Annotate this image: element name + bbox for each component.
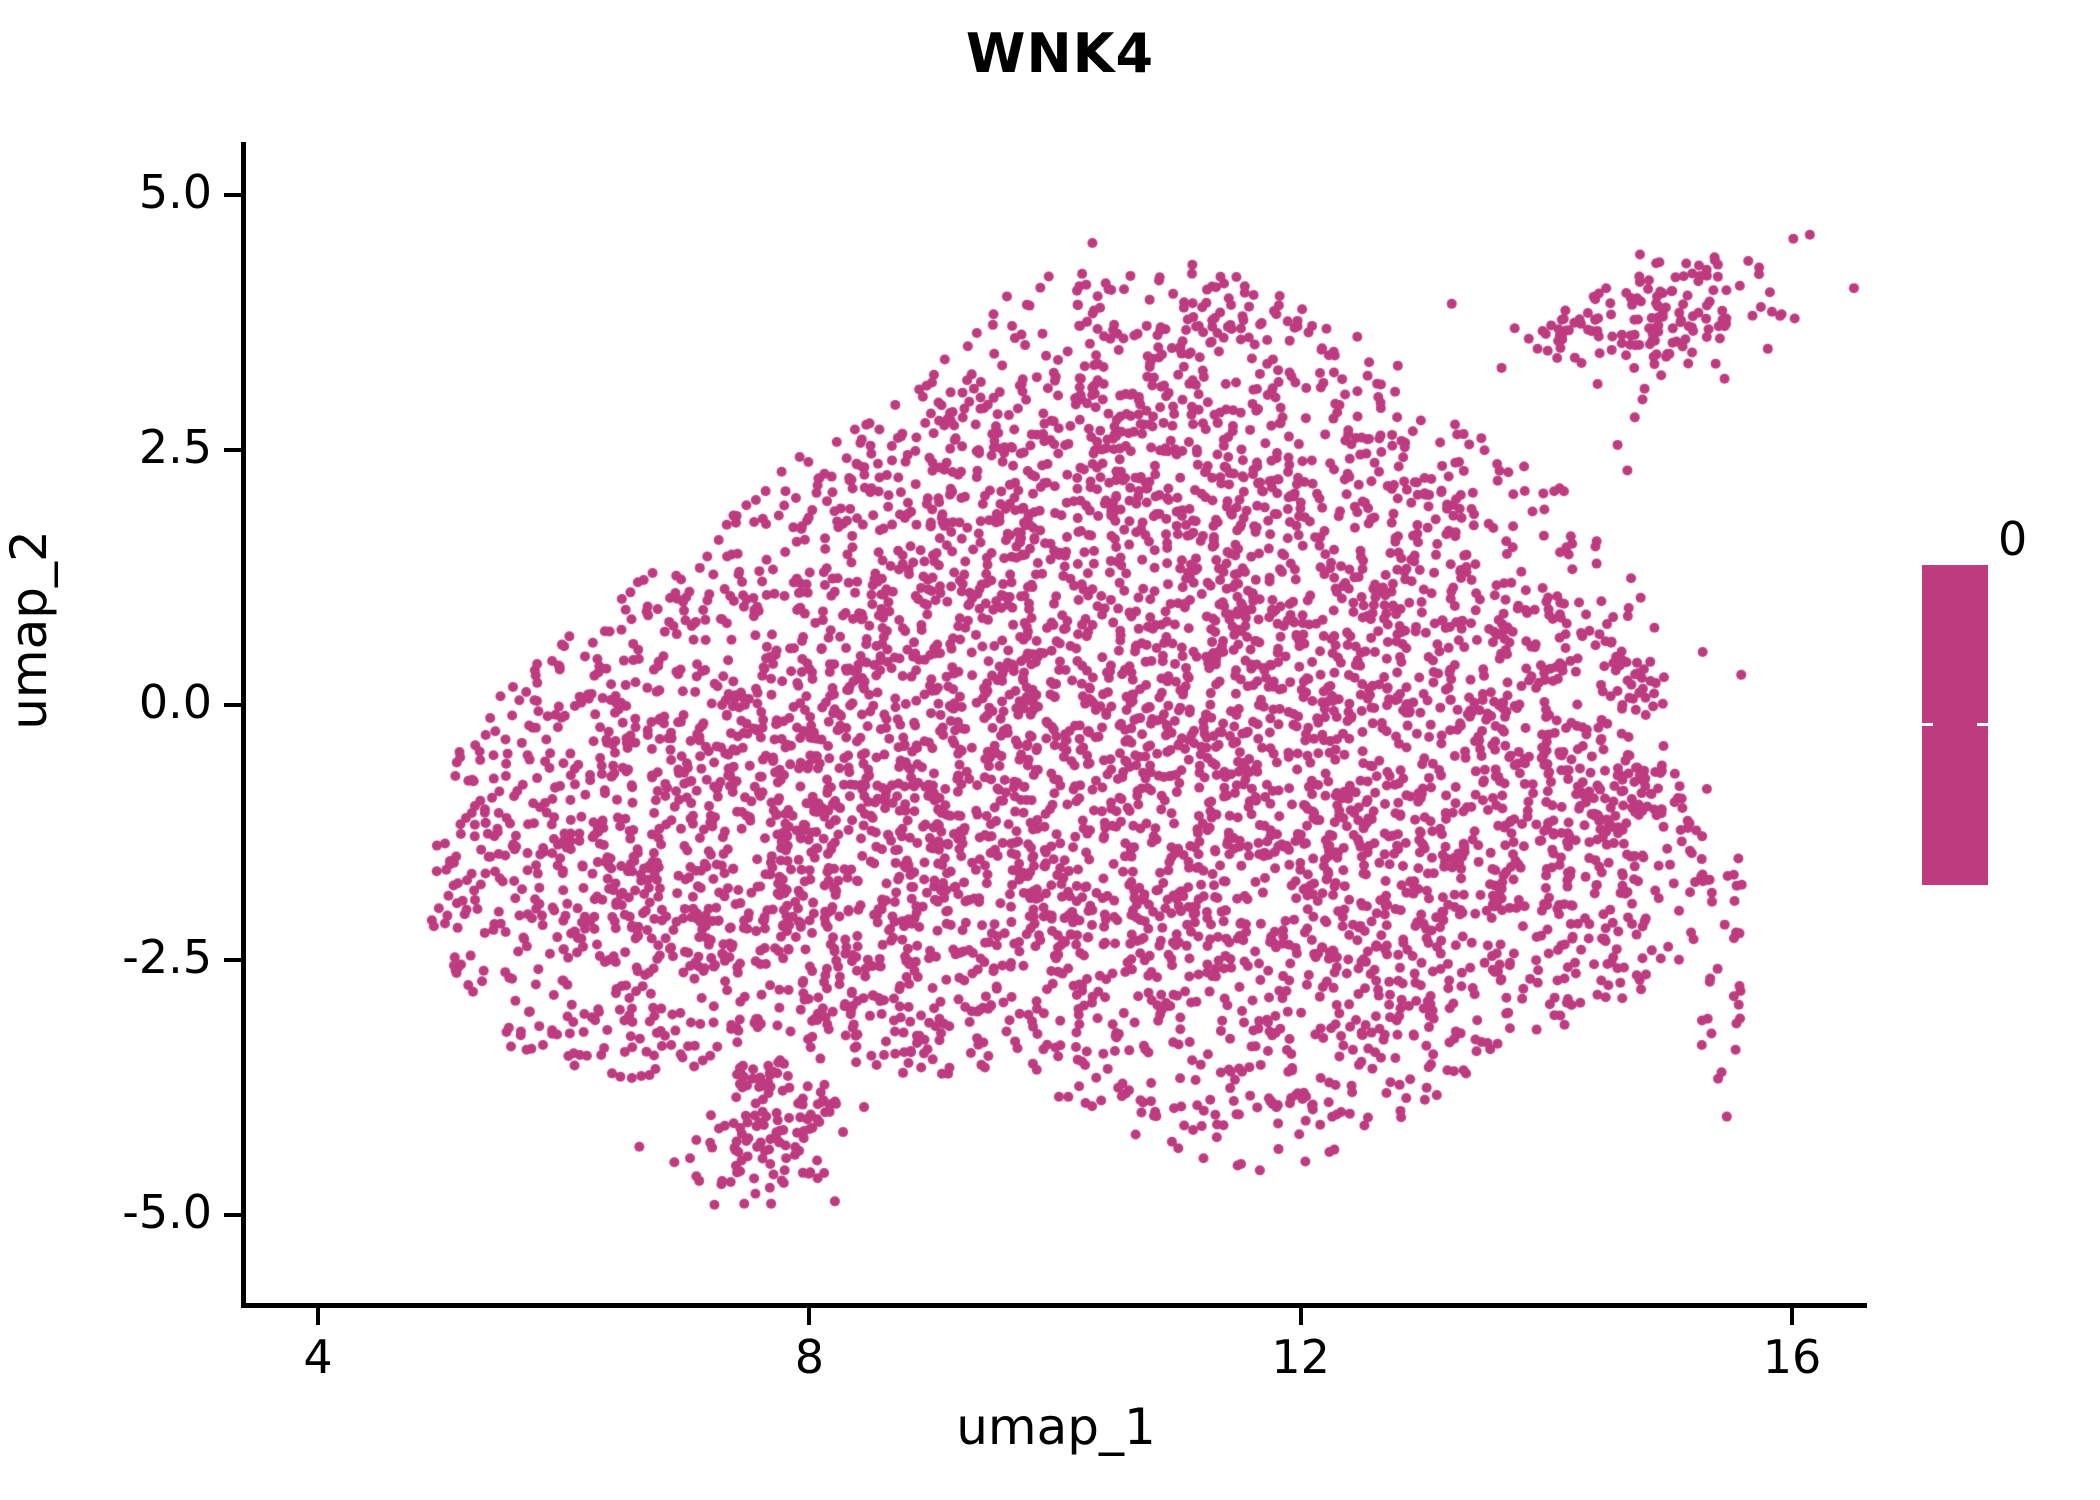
- x-tick-label: 16: [1762, 1330, 1822, 1384]
- y-tick-mark: [224, 193, 241, 197]
- x-tick-label: 8: [794, 1330, 824, 1384]
- y-tick-mark: [224, 958, 241, 962]
- y-tick-mark: [224, 1213, 241, 1217]
- y-axis-spine: [241, 142, 246, 1308]
- scatter-points-canvas: [245, 142, 1867, 1305]
- x-tick-mark: [316, 1308, 320, 1325]
- y-tick-label: 2.5: [138, 420, 212, 474]
- y-tick-label: -2.5: [122, 930, 212, 984]
- x-tick-mark: [1298, 1308, 1303, 1325]
- colorbar-tick-mark-right: [1977, 723, 1988, 726]
- colorbar-tick-label: 0: [1998, 512, 2028, 566]
- y-tick-label: 0.0: [138, 675, 212, 729]
- x-tick-mark: [1790, 1308, 1794, 1325]
- x-tick-label: 4: [303, 1330, 333, 1384]
- plot-area: [245, 142, 1867, 1305]
- page-title: WNK4: [965, 22, 1155, 85]
- colorbar-tick-mark-left: [1922, 723, 1933, 726]
- y-tick-mark: [224, 703, 241, 707]
- x-axis-label: umap_1: [956, 1398, 1156, 1456]
- y-tick-mark: [224, 448, 241, 452]
- y-tick-label: -5.0: [122, 1185, 212, 1239]
- y-axis-label: umap_2: [0, 530, 58, 730]
- x-tick-mark: [807, 1308, 812, 1325]
- x-tick-label: 12: [1271, 1330, 1330, 1384]
- x-axis-spine: [241, 1303, 1867, 1308]
- colorbar: [1922, 565, 1988, 885]
- y-tick-label: 5.0: [138, 165, 212, 219]
